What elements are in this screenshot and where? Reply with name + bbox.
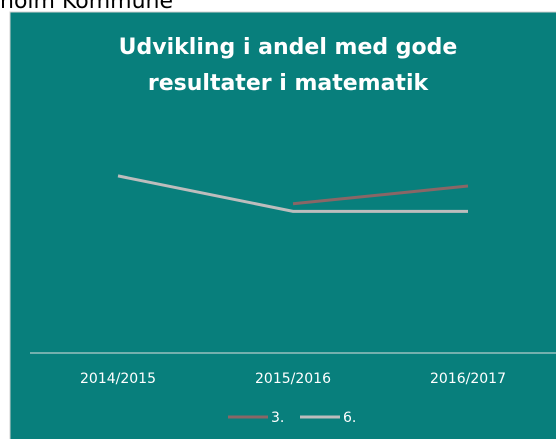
x-tick-label: 2014/2015	[80, 371, 156, 387]
x-tick-label: 2015/2016	[255, 371, 331, 387]
x-tick-label: 2016/2017	[430, 371, 506, 387]
line-series	[117, 174, 468, 213]
chart-title: Udvikling i andel med gode	[119, 35, 458, 60]
chart-title: resultater i matematik	[148, 71, 430, 96]
line-series	[292, 184, 469, 206]
legend-label: 6.	[343, 410, 356, 426]
legend-label: 3.	[271, 410, 284, 426]
chart-area	[9, 11, 556, 439]
page-header: holm Kommune	[0, 0, 173, 14]
